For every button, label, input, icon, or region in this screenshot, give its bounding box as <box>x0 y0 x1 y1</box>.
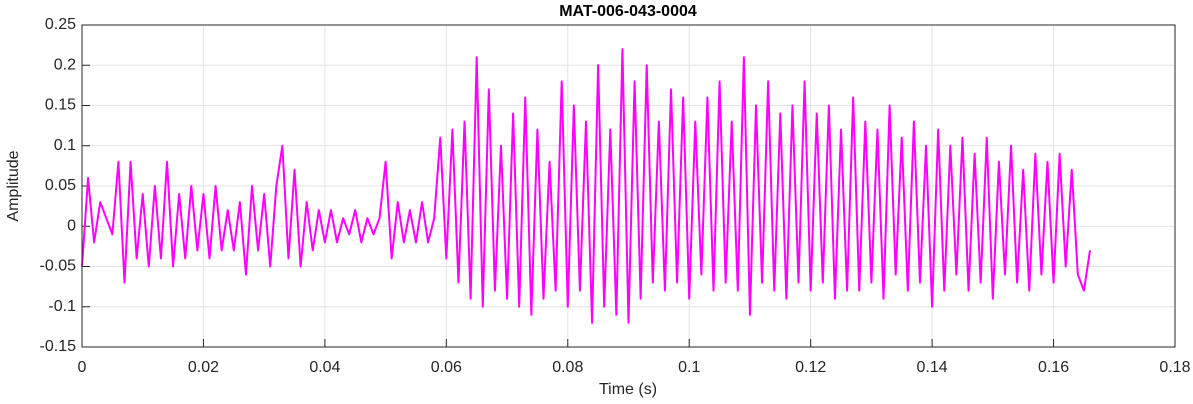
x-tick-label: 0.06 <box>431 359 462 376</box>
x-tick-label: 0.12 <box>795 359 826 376</box>
y-tick-label: 0.05 <box>45 177 76 194</box>
x-tick-label: 0.04 <box>309 359 340 376</box>
y-tick-label: 0.25 <box>45 16 76 33</box>
waveform <box>81 48 1091 324</box>
y-tick-label: 0 <box>67 217 76 234</box>
x-tick-label: 0.02 <box>188 359 219 376</box>
x-tick-label: 0.16 <box>1038 359 1069 376</box>
y-tick-label: -0.05 <box>40 258 77 275</box>
y-tick-label: 0.2 <box>54 56 76 73</box>
x-tick-label: 0.18 <box>1159 359 1190 376</box>
x-tick-label: 0.08 <box>552 359 583 376</box>
x-tick-label: 0.1 <box>678 359 700 376</box>
y-axis-label: Amplitude <box>5 150 22 221</box>
y-tick-label: 0.1 <box>54 137 76 154</box>
y-tick-label: -0.15 <box>40 338 77 355</box>
x-tick-label: 0.14 <box>917 359 948 376</box>
y-tick-label: -0.1 <box>48 298 76 315</box>
x-axis-label: Time (s) <box>599 381 657 398</box>
chart-title: MAT-006-043-0004 <box>559 3 697 20</box>
plot-frame <box>81 24 1176 348</box>
y-tick-label: 0.15 <box>45 97 76 114</box>
x-tick-label: 0 <box>78 359 87 376</box>
